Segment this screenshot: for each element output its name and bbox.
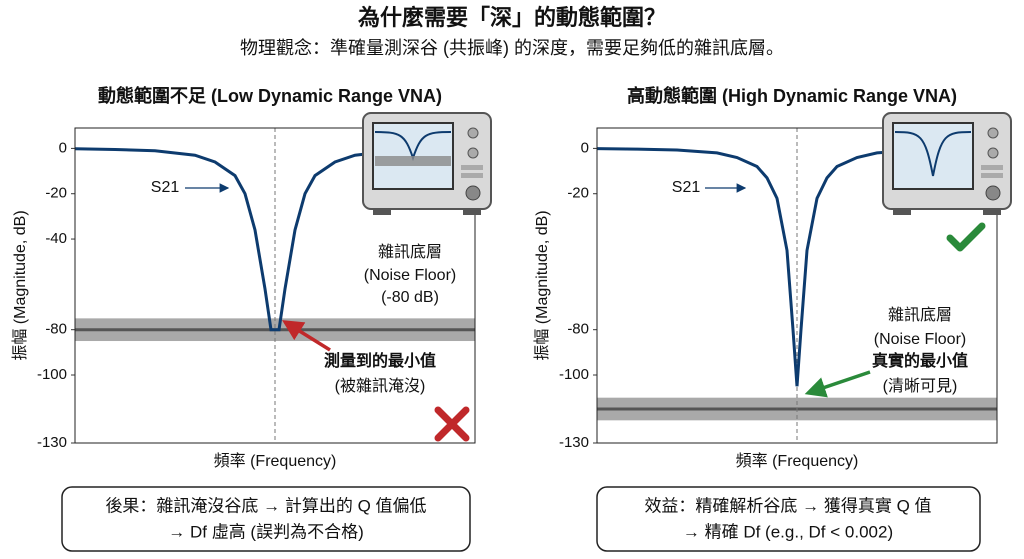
- chart-title: 動態範圍不足 (Low Dynamic Range VNA): [98, 85, 442, 106]
- y-axis-label: 振幅 (Magnitude, dB): [11, 210, 29, 360]
- chart-title: 高動態範圍 (High Dynamic Range VNA): [627, 85, 957, 106]
- y-tick-label: -20: [567, 185, 589, 202]
- note-box: [61, 486, 471, 552]
- annotation: (Noise Floor): [364, 267, 456, 284]
- series-label: S21: [151, 179, 180, 196]
- annotation: (被雜訊淹沒): [335, 377, 426, 395]
- plot-frame: [596, 127, 998, 444]
- y-axis-label: 振幅 (Magnitude, dB): [533, 210, 551, 360]
- annotation-arrow: [804, 370, 871, 398]
- annotation: (-80 dB): [381, 289, 439, 306]
- plot-frame: [74, 127, 476, 444]
- x-axis-label: 頻率 (Frequency): [214, 452, 337, 470]
- annotation: 真實的最小值: [872, 351, 968, 370]
- icon-screen: [374, 131, 452, 166]
- y-tick-label: -100: [559, 366, 589, 383]
- series-label: S21: [672, 179, 701, 196]
- annotation: 雜訊底層: [378, 243, 442, 261]
- y-tick-label: -100: [37, 366, 67, 383]
- y-tick-label: 0: [59, 139, 67, 156]
- x-axis-label: 頻率 (Frequency): [736, 452, 859, 470]
- y-tick-label: -40: [45, 230, 67, 247]
- series-line: [75, 147, 475, 332]
- note-line: 效益：精確解析谷底 → 獲得真實 Q 值: [644, 496, 931, 515]
- title: 為什麼需要「深」的動態範圍？: [358, 5, 666, 30]
- y-tick-label: -130: [559, 434, 589, 451]
- icon-noise: [375, 156, 451, 166]
- note-box: [596, 486, 981, 552]
- fail-icon: [434, 406, 470, 442]
- annotation: 測量到的最小值: [324, 351, 436, 370]
- annotation: (Noise Floor): [874, 331, 966, 348]
- y-tick-label: -80: [45, 321, 67, 338]
- pass-icon: [946, 222, 986, 252]
- annotation: 雜訊底層: [888, 306, 952, 324]
- note-line: → Df 虛高 (誤判為不合格): [168, 522, 364, 541]
- note-line: 後果：雜訊淹沒谷底 → 計算出的 Q 值偏低: [105, 496, 426, 515]
- annotation-arrow: [282, 320, 331, 352]
- y-tick-label: 0: [581, 139, 589, 156]
- annotation: (清晰可見): [883, 377, 958, 395]
- y-tick-label: -130: [37, 434, 67, 451]
- y-tick-label: -80: [567, 321, 589, 338]
- series-line: [597, 147, 997, 387]
- note-line: → 精確 Df (e.g., Df < 0.002): [683, 522, 893, 541]
- instrument-icon: [882, 112, 1012, 216]
- y-tick-label: -20: [45, 185, 67, 202]
- icon-trace: [894, 131, 972, 177]
- icon-screen: [894, 131, 972, 177]
- subtitle: 物理觀念：準確量測深谷 (共振峰) 的深度，需要足夠低的雜訊底層。: [240, 37, 784, 58]
